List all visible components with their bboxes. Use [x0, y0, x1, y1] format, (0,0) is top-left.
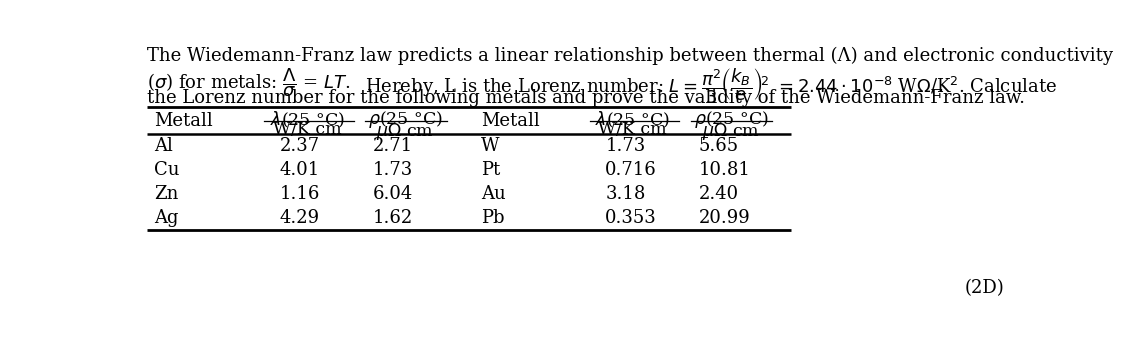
- Text: 10.81: 10.81: [699, 161, 750, 179]
- Text: 1.62: 1.62: [373, 209, 413, 227]
- Text: $\rho$(25 °C): $\rho$(25 °C): [694, 109, 768, 131]
- Text: $\mu\Omega$ cm: $\mu\Omega$ cm: [376, 121, 435, 143]
- Text: 1.16: 1.16: [280, 185, 320, 203]
- Text: 0.353: 0.353: [605, 209, 657, 227]
- Text: $\mu\Omega$ cm: $\mu\Omega$ cm: [702, 121, 760, 143]
- Text: $\lambda$(25 °C): $\lambda$(25 °C): [595, 109, 670, 130]
- Text: Au: Au: [482, 185, 506, 203]
- Text: W/K cm: W/K cm: [599, 121, 667, 138]
- Text: $\lambda$(25 °C): $\lambda$(25 °C): [270, 109, 345, 130]
- Text: Metall: Metall: [154, 112, 213, 130]
- Text: 4.01: 4.01: [280, 161, 320, 179]
- Text: 2.37: 2.37: [280, 137, 320, 155]
- Text: Metall: Metall: [482, 112, 540, 130]
- Text: 1.73: 1.73: [605, 137, 646, 155]
- Text: 1.73: 1.73: [373, 161, 413, 179]
- Text: Cu: Cu: [154, 161, 180, 179]
- Text: W/K cm: W/K cm: [273, 121, 341, 138]
- Text: 20.99: 20.99: [699, 209, 750, 227]
- Text: 6.04: 6.04: [373, 185, 413, 203]
- Text: Hereby, L is the Lorenz number: $L = \dfrac{\pi^2}{3}\!\left(\dfrac{k_B}{e}\righ: Hereby, L is the Lorenz number: $L = \df…: [365, 66, 1057, 106]
- Text: 4.29: 4.29: [280, 209, 320, 227]
- Text: 2.40: 2.40: [699, 185, 739, 203]
- Text: $\rho$(25 °C): $\rho$(25 °C): [368, 109, 442, 131]
- Text: (2D): (2D): [965, 279, 1004, 297]
- Text: 0.716: 0.716: [605, 161, 657, 179]
- Text: 5.65: 5.65: [699, 137, 739, 155]
- Text: Zn: Zn: [154, 185, 179, 203]
- Text: W: W: [482, 137, 500, 155]
- Text: Pt: Pt: [482, 161, 501, 179]
- Text: Pb: Pb: [482, 209, 505, 227]
- Text: 2.71: 2.71: [373, 137, 413, 155]
- Text: The Wiedemann-Franz law predicts a linear relationship between thermal (Λ) and e: The Wiedemann-Franz law predicts a linea…: [147, 47, 1113, 65]
- Text: Ag: Ag: [154, 209, 179, 227]
- Text: ($\sigma$) for metals: $\dfrac{\Lambda}{\sigma}$ = $LT$.: ($\sigma$) for metals: $\dfrac{\Lambda}{…: [147, 66, 350, 99]
- Text: Al: Al: [154, 137, 173, 155]
- Text: the Lorenz number for the following metals and prove the validity of the Wiedema: the Lorenz number for the following meta…: [147, 89, 1024, 107]
- Text: 3.18: 3.18: [605, 185, 646, 203]
